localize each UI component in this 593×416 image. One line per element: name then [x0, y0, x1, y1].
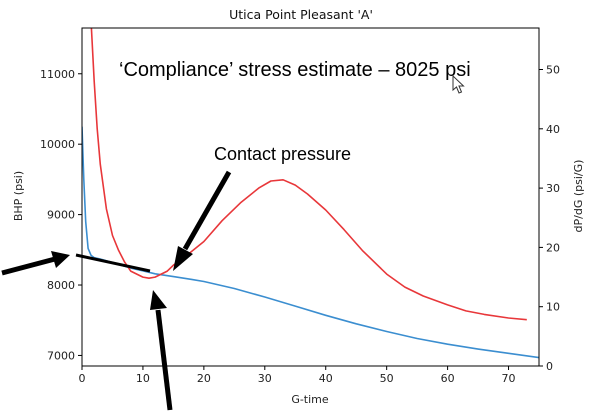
series-group — [82, 28, 539, 359]
axis-ticks: 0 10 20 30 40 50 60 70 7000 8000 9000 10000 11000 0 10… — [40, 64, 560, 385]
compliance-annotation: ‘Compliance’ stress estimate – 8025 psi — [119, 59, 471, 81]
y-left-tick-label: 9000 — [47, 209, 75, 222]
x-tick-label: 10 — [136, 372, 150, 385]
y-right-tick-label: 10 — [546, 301, 560, 314]
x-tick-label: 50 — [380, 372, 394, 385]
x-tick-label: 60 — [441, 372, 455, 385]
arrow-to-contact-pressure — [173, 170, 232, 271]
arrow-to-compliance-point — [1, 251, 70, 276]
y-right-tick-label: 20 — [546, 241, 560, 254]
y-left-tick-label: 10000 — [40, 138, 75, 151]
cursor-icon — [452, 74, 465, 94]
y-left-tick-label: 11000 — [40, 68, 75, 81]
dpdg-series-line — [90, 28, 527, 321]
x-tick-label: 30 — [258, 372, 272, 385]
x-tick-label: 40 — [319, 372, 333, 385]
y-right-axis-title: dP/dG (psi/G) — [572, 160, 585, 233]
y-right-tick-label: 50 — [546, 64, 560, 77]
chart-title: Utica Point Pleasant 'A' — [229, 7, 373, 22]
contact-pressure-annotation: Contact pressure — [214, 144, 351, 164]
bhp-series-line — [82, 126, 539, 359]
x-axis-title: G-time — [291, 393, 329, 406]
y-left-tick-label: 8000 — [47, 279, 75, 292]
y-right-tick-label: 40 — [546, 123, 560, 136]
compliance-tangent-line — [75, 253, 151, 273]
plot-frame — [81, 27, 540, 367]
arrow-to-closure — [150, 290, 173, 411]
x-tick-label: 0 — [79, 372, 86, 385]
y-right-tick-label: 30 — [546, 182, 560, 195]
y-left-axis-title: BHP (psi) — [12, 171, 25, 221]
y-right-tick-label: 0 — [546, 360, 553, 373]
x-tick-label: 20 — [197, 372, 211, 385]
y-left-tick-label: 7000 — [47, 349, 75, 362]
x-tick-label: 70 — [502, 372, 516, 385]
